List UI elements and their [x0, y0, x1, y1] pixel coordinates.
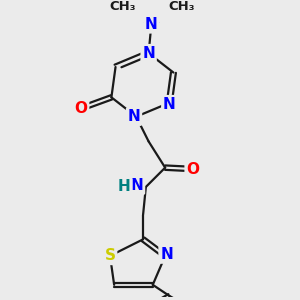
Text: N: N — [128, 109, 140, 124]
Text: N: N — [142, 46, 155, 61]
Text: H: H — [118, 179, 131, 194]
Text: O: O — [75, 101, 88, 116]
Text: N: N — [163, 97, 176, 112]
Text: CH₃: CH₃ — [169, 0, 195, 14]
Text: CH₃: CH₃ — [109, 0, 136, 14]
Text: N: N — [131, 178, 143, 193]
Text: S: S — [104, 248, 116, 263]
Text: N: N — [145, 17, 158, 32]
Text: N: N — [160, 247, 173, 262]
Text: O: O — [186, 161, 199, 176]
